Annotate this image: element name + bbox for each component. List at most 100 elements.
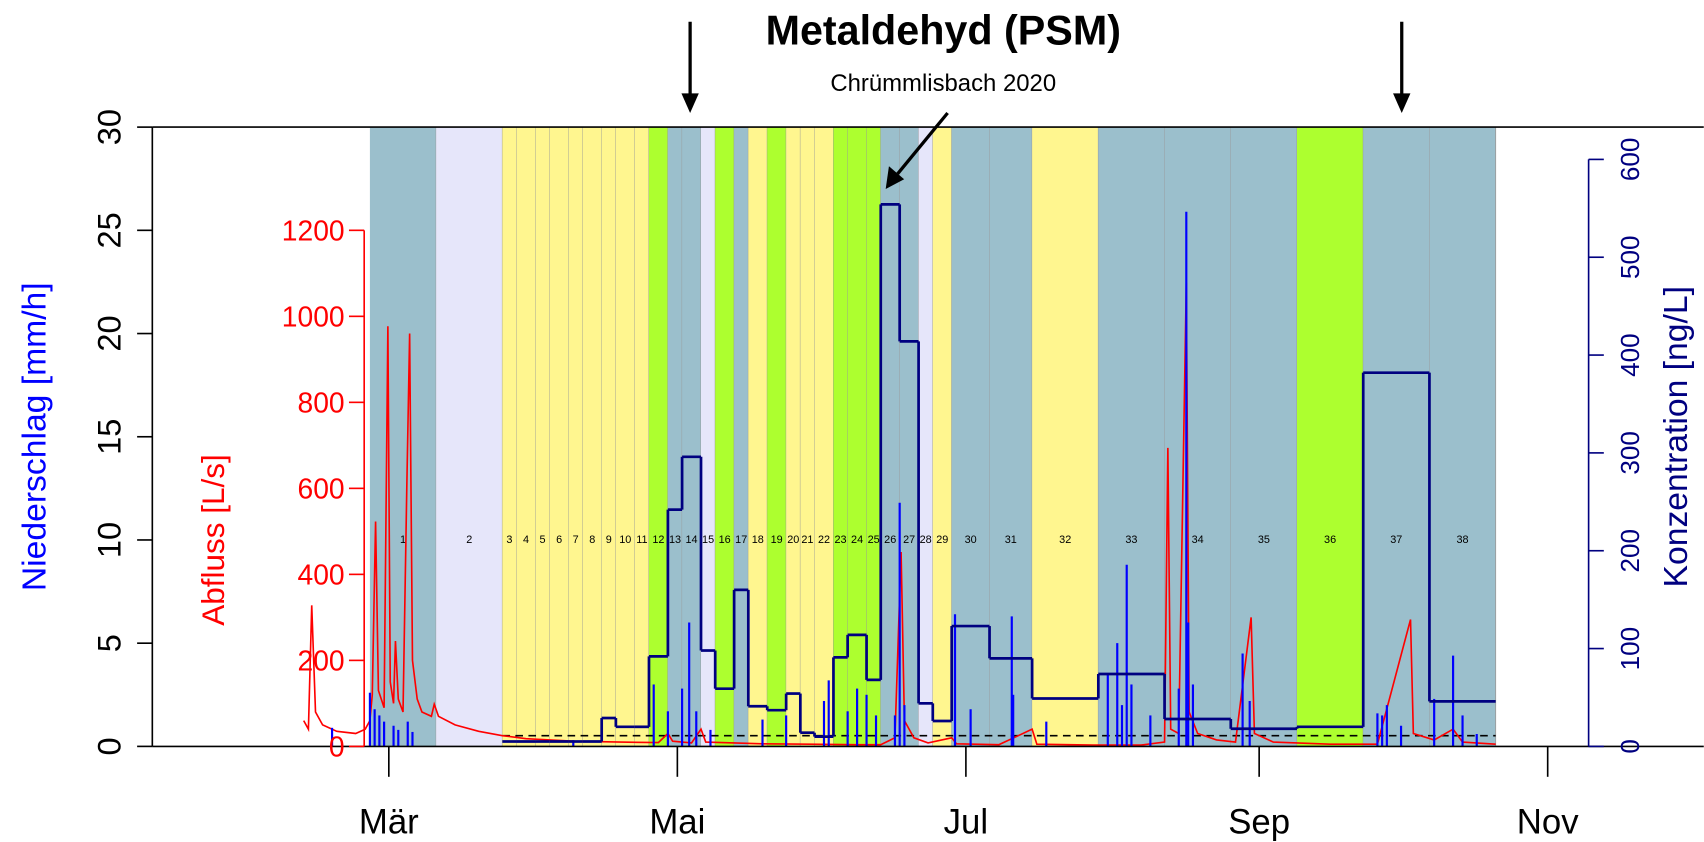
- arrow-head: [681, 93, 699, 113]
- arrows: [681, 21, 1411, 190]
- arrow-head: [1393, 93, 1411, 113]
- period-band: [1164, 127, 1231, 747]
- period-band: [899, 127, 919, 747]
- y3-axis-label: Konzentration [ng/L]: [1658, 286, 1695, 587]
- period-band: [800, 127, 815, 747]
- y3-tick-label: 500: [1615, 235, 1645, 278]
- y3-tick-label: 100: [1615, 627, 1645, 670]
- x-tick-label: Mai: [649, 803, 705, 841]
- period-label: 38: [1456, 534, 1468, 546]
- period-band: [814, 127, 834, 747]
- period-band: [535, 127, 550, 747]
- period-label: 21: [801, 534, 813, 546]
- period-band: [615, 127, 635, 747]
- y2-tick-label: 800: [298, 386, 345, 418]
- period-band: [880, 127, 900, 747]
- period-band: [748, 127, 768, 747]
- x-tick-label: Jul: [944, 803, 988, 841]
- period-label: 36: [1324, 534, 1336, 546]
- period-label: 6: [556, 534, 562, 546]
- period-band: [648, 127, 668, 747]
- period-band: [549, 127, 569, 747]
- y2-tick-label: 200: [298, 644, 345, 676]
- period-label: 28: [920, 534, 932, 546]
- period-label: 15: [702, 534, 714, 546]
- period-band: [715, 127, 735, 747]
- y-axis-label: Niederschlag [mm/h]: [16, 282, 53, 591]
- period-label: 23: [834, 534, 846, 546]
- period-label: 19: [771, 534, 783, 546]
- y2-axis-label: Abfluss [L/s]: [195, 454, 231, 626]
- marks: [302, 203, 1496, 747]
- period-band: [601, 127, 616, 747]
- period-band: [1230, 127, 1297, 747]
- period-label: 1: [400, 534, 406, 546]
- period-label: 7: [573, 534, 579, 546]
- period-band: [918, 127, 933, 747]
- x-tick-label: Nov: [1517, 803, 1579, 841]
- period-band: [516, 127, 536, 747]
- period-band: [951, 127, 990, 747]
- y-tick-label: 30: [90, 109, 127, 145]
- period-band: [932, 127, 952, 747]
- arrow: [896, 111, 949, 175]
- period-band: [582, 127, 602, 747]
- period-band: [1363, 127, 1430, 747]
- period-band: [667, 127, 683, 747]
- period-label: 14: [686, 534, 698, 546]
- period-label: 22: [818, 534, 830, 546]
- bands: 1 2 3 4 5 6 7 8 9 10 11 12 13 14 15 16 17 18 19 20 21 22 23 24 2…: [369, 127, 1497, 747]
- y3-tick-label: 600: [1615, 138, 1645, 181]
- y-tick-label: 15: [90, 419, 127, 455]
- period-band: [568, 127, 583, 747]
- period-label: 18: [752, 534, 764, 546]
- axes: Mär Mai Jul Sep Nov051015202530Niederschlag …: [16, 109, 1704, 841]
- period-label: 27: [903, 534, 915, 546]
- x-tick-label: Mär: [359, 803, 419, 841]
- period-label: 20: [787, 534, 799, 546]
- period-label: 26: [884, 534, 896, 546]
- y2-tick-label: 1000: [282, 300, 345, 332]
- y2-tick-label: 600: [298, 472, 345, 504]
- y-tick-label: 25: [90, 212, 127, 248]
- y3-tick-label: 0: [1615, 739, 1645, 754]
- y3-tick-label: 200: [1615, 529, 1645, 572]
- y3-tick-label: 400: [1615, 333, 1645, 376]
- period-label: 2: [466, 534, 472, 546]
- arrow-head: [885, 166, 905, 190]
- period-band: [1296, 127, 1364, 747]
- discharge-line: [302, 282, 1496, 746]
- period-band: [1098, 127, 1165, 747]
- chart-title: Metaldehyd (PSM): [766, 7, 1121, 53]
- y-tick-label: 10: [90, 522, 127, 558]
- period-label: 24: [851, 534, 863, 546]
- period-label: 29: [936, 534, 948, 546]
- period-label: 37: [1390, 534, 1402, 546]
- y2-tick-label: 1200: [282, 214, 345, 246]
- period-label: 9: [606, 534, 612, 546]
- y-tick-label: 5: [90, 634, 127, 652]
- period-label: 8: [589, 534, 595, 546]
- period-band: [1032, 127, 1099, 747]
- period-label: 13: [669, 534, 681, 546]
- period-band: [682, 127, 702, 747]
- period-label: 5: [540, 534, 546, 546]
- y3-tick-label: 300: [1615, 431, 1645, 474]
- period-label: 10: [619, 534, 631, 546]
- period-label: 35: [1258, 534, 1270, 546]
- y2-tick-label: 0: [329, 730, 345, 762]
- y-tick-label: 0: [90, 737, 127, 755]
- period-band: [786, 127, 801, 747]
- period-label: 3: [506, 534, 512, 546]
- period-label: 31: [1005, 534, 1017, 546]
- period-label: 12: [652, 534, 664, 546]
- period-label: 34: [1192, 534, 1204, 546]
- period-label: 16: [719, 534, 731, 546]
- x-tick-label: Sep: [1228, 803, 1290, 841]
- period-band: [1429, 127, 1496, 747]
- chart-subtitle: Chrümmlisbach 2020: [830, 70, 1056, 97]
- y-tick-label: 20: [90, 315, 127, 351]
- period-band: [847, 127, 867, 747]
- period-band: [734, 127, 749, 747]
